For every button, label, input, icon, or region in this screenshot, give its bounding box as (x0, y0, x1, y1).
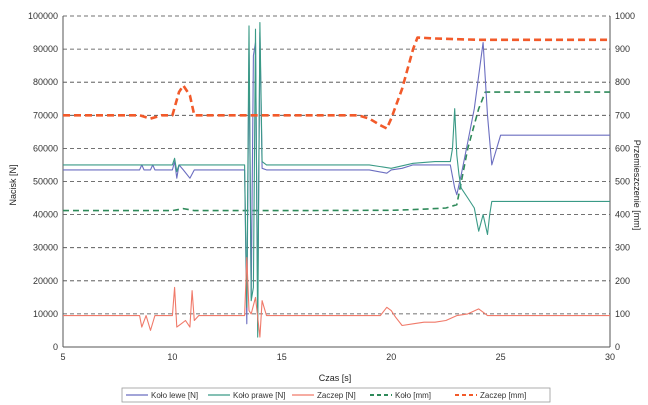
y-tick-label-right: 700 (615, 110, 630, 120)
left-axis-ticks: 0 10000 20000 30000 40000 50000 60000 70000 8000… (28, 11, 58, 352)
grid (62, 15, 611, 348)
y-tick-label-right: 500 (615, 177, 630, 187)
series-line-2 (63, 257, 610, 338)
y-tick-label-left: 40000 (33, 210, 58, 220)
x-tick-label: 20 (386, 352, 396, 362)
x-tick-label: 5 (60, 352, 65, 362)
legend-label: Zaczep [mm] (480, 391, 526, 400)
y-tick-label-right: 1000 (615, 11, 635, 21)
legend-box (121, 387, 551, 403)
y-tick-label-right: 0 (615, 342, 620, 352)
x-tick-label: 30 (605, 352, 615, 362)
y-tick-label-left: 10000 (33, 309, 58, 319)
y-tick-label-left: 100000 (28, 11, 58, 21)
right-axis-ticks: 0 100 200 300 400 500 600 700 800 900 1000 (615, 11, 635, 352)
y-tick-label-right: 600 (615, 143, 630, 153)
y-tick-label-left: 90000 (33, 44, 58, 54)
legend-label: Koło prawe [N] (233, 391, 285, 400)
y-tick-label-left: 70000 (33, 110, 58, 120)
series-line-3 (63, 91, 610, 212)
x-tick-label: 15 (277, 352, 287, 362)
series-lines (63, 22, 610, 338)
series-line-4 (63, 36, 610, 130)
y-tick-label-right: 300 (615, 243, 630, 253)
x-axis-title: Czas [s] (319, 373, 352, 383)
x-tick-label: 25 (496, 352, 506, 362)
y-axis-title-right: Przemieszczenie [mm] (632, 140, 642, 231)
y-tick-label-left: 60000 (33, 143, 58, 153)
y-tick-label-left: 20000 (33, 276, 58, 286)
legend: Koło lewe [N] Koło prawe [N] Zaczep [N] Koł… (121, 387, 551, 403)
y-axis-title-left: Nacisk [N] (8, 164, 18, 205)
y-tick-label-right: 900 (615, 44, 630, 54)
x-tick-label: 10 (167, 352, 177, 362)
y-tick-label-left: 50000 (33, 177, 58, 187)
x-axis-ticks: 5 10 15 20 25 30 (60, 352, 615, 362)
y-tick-label-right: 400 (615, 210, 630, 220)
y-tick-label-right: 100 (615, 309, 630, 319)
y-tick-label-left: 80000 (33, 77, 58, 87)
y-tick-label-right: 200 (615, 276, 630, 286)
legend-label: Zaczep [N] (317, 391, 356, 400)
legend-label: Koło [mm] (395, 391, 431, 400)
y-tick-label-left: 0 (53, 342, 58, 352)
legend-label: Koło lewe [N] (151, 391, 198, 400)
series-line-0 (63, 32, 610, 325)
y-tick-label-left: 30000 (33, 243, 58, 253)
series-line-1 (63, 22, 610, 338)
y-tick-label-right: 800 (615, 77, 630, 87)
